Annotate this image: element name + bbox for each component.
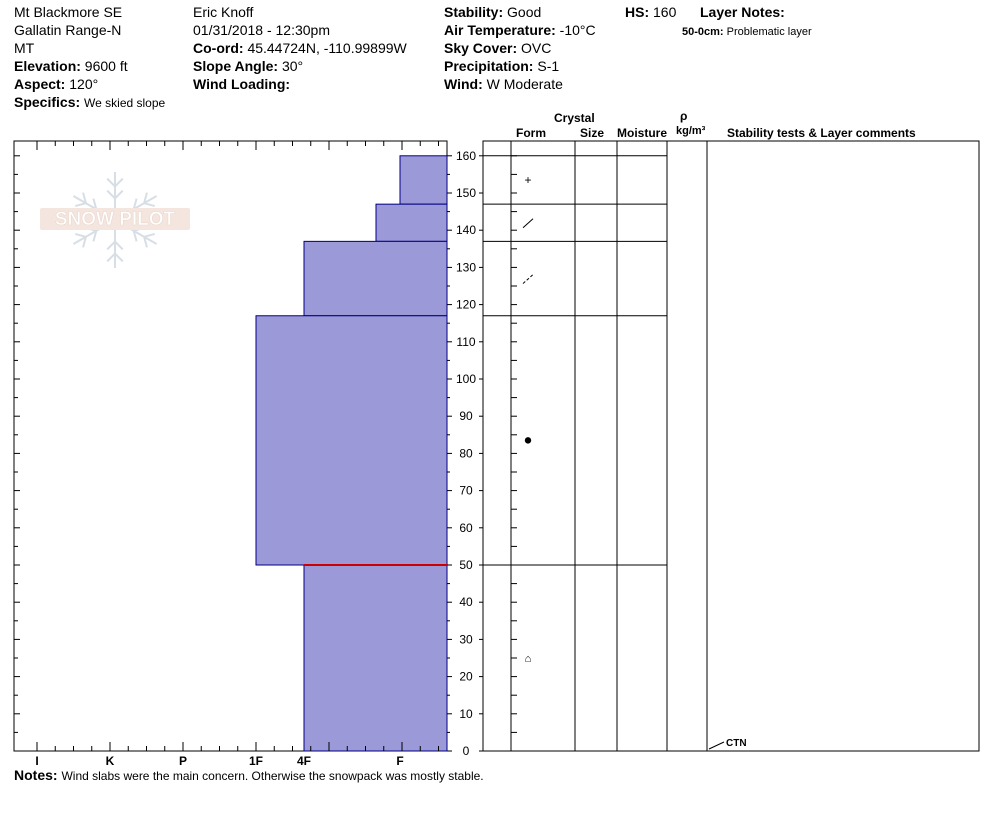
grain-symbol-rounded-grains <box>524 437 532 444</box>
depth-tick-label-130: 130 <box>456 260 476 274</box>
slope-label: Slope Angle: <box>193 58 279 74</box>
stability-test-result: CTN <box>726 738 747 749</box>
hardness-bar-3 <box>303 240 448 317</box>
precipitation: Precipitation: S-1 <box>444 58 559 74</box>
elevation-label: Elevation: <box>14 58 81 74</box>
mountain-range: Gallatin Range-N <box>14 22 122 38</box>
sky-cover: Sky Cover: OVC <box>444 40 551 56</box>
depth-tick-label-110: 110 <box>456 335 475 349</box>
depth-tick-label-80: 80 <box>459 446 473 460</box>
depth-tick-label-10: 10 <box>459 707 473 721</box>
hardness-tick-label-1f: 1F <box>249 754 263 768</box>
stability-test-pointer <box>708 741 725 750</box>
wind: Wind: W Moderate <box>444 76 563 92</box>
notes-text: Wind slabs were the main concern. Otherw… <box>61 769 484 783</box>
sky-label: Sky Cover: <box>444 40 518 56</box>
hardness-tick-label-p: P <box>179 754 187 768</box>
hardness-tick-label-k: K <box>106 754 115 768</box>
hardness-bar-5 <box>303 564 448 752</box>
hardness-tick-label-f: F <box>396 754 403 768</box>
aspect: Aspect: 120° <box>14 76 98 92</box>
hardness-tick-label-4f: 4F <box>297 754 311 768</box>
depth-tick-label-150: 150 <box>456 186 476 200</box>
air-temp-value: -10°C <box>559 22 596 38</box>
depth-tick-label-120: 120 <box>456 298 476 312</box>
slope-angle: Slope Angle: 30° <box>193 58 303 74</box>
form-header: Form <box>516 126 546 140</box>
depth-tick-label-50: 50 <box>459 558 473 572</box>
depth-tick-label-60: 60 <box>459 521 473 535</box>
depth-tick-label-70: 70 <box>459 484 473 498</box>
logo-text: SNOW PILOT <box>55 209 176 230</box>
wind-loading-label: Wind Loading: <box>193 76 291 92</box>
hs-value: 160 <box>653 4 677 20</box>
sky-value: OVC <box>521 40 552 56</box>
density-header: kg/m³ <box>676 125 706 137</box>
layer-note: 50-0cm: Problematic layer <box>682 24 812 40</box>
state: MT <box>14 40 35 56</box>
layer-table-frame <box>482 140 980 752</box>
hardness-bar-2 <box>375 203 448 242</box>
precip-label: Precipitation: <box>444 58 534 74</box>
stability-label: Stability: <box>444 4 504 20</box>
hardness-bar-4 <box>255 315 448 566</box>
snowpilot-logo: SNOW PILOT <box>40 172 190 268</box>
depth-tick-label-140: 140 <box>456 223 476 237</box>
moisture-header: Moisture <box>617 126 668 140</box>
grain-symbol-depth-hoar: ⌂ <box>525 653 532 665</box>
specifics: Specifics: We skied slope <box>14 94 165 111</box>
grain-symbol-decomposing-fragments <box>522 218 534 229</box>
depth-tick-label-30: 30 <box>459 632 473 646</box>
specifics-value: We skied slope <box>84 96 166 110</box>
wind-loading: Wind Loading: <box>193 76 290 92</box>
stability: Stability: Good <box>444 4 541 20</box>
date-time: 01/31/2018 - 12:30pm <box>193 22 330 38</box>
coord-label: Co-ord: <box>193 40 244 56</box>
notes-label: Notes: <box>14 767 58 783</box>
snow-height: HS: 160 <box>625 4 676 20</box>
coordinates: Co-ord: 45.44724N, -110.99899W <box>193 40 407 56</box>
crystal-header: Crystal <box>554 111 595 125</box>
location-name: Mt Blackmore SE <box>14 4 123 20</box>
elevation-value: 9600 ft <box>84 58 128 74</box>
stability-value: Good <box>507 4 542 20</box>
grain-symbol-decomposing-fragments-dashed <box>522 274 534 284</box>
precip-value: S-1 <box>537 58 560 74</box>
layer-note-depth: 50-0cm: <box>682 26 724 38</box>
coord-value: 45.44724N, -110.99899W <box>247 40 407 56</box>
hardness-bar-1 <box>399 155 448 205</box>
wind-value: W Moderate <box>486 76 563 92</box>
depth-tick-label-20: 20 <box>459 670 473 684</box>
stability-comments-header: Stability tests & Layer comments <box>727 126 916 140</box>
observer: Eric Knoff <box>193 4 254 20</box>
air-temperature: Air Temperature: -10°C <box>444 22 596 38</box>
specifics-label: Specifics: <box>14 94 81 110</box>
elevation: Elevation: 9600 ft <box>14 58 128 74</box>
air-temp-label: Air Temperature: <box>444 22 556 38</box>
hardness-tick-label-i: I <box>35 754 38 768</box>
size-header: Size <box>580 126 605 140</box>
notes: Notes: Wind slabs were the main concern.… <box>14 767 484 784</box>
depth-tick-label-100: 100 <box>456 372 476 386</box>
depth-tick-label-160: 160 <box>456 149 476 163</box>
logo-banner <box>40 208 190 230</box>
layer-notes-label: Layer Notes: <box>700 4 785 20</box>
aspect-label: Aspect: <box>14 76 66 92</box>
wind-label: Wind: <box>444 76 483 92</box>
rho-header: ρ <box>680 109 688 123</box>
depth-tick-label-90: 90 <box>459 409 473 423</box>
grain-symbol-precipitation-particles: + <box>524 173 531 187</box>
aspect-value: 120° <box>69 76 99 92</box>
hs-label: HS: <box>625 4 650 20</box>
depth-tick-label-40: 40 <box>459 595 473 609</box>
layer-note-text: Problematic layer <box>726 26 812 38</box>
slope-value: 30° <box>281 58 304 74</box>
depth-tick-label-0: 0 <box>463 744 470 758</box>
